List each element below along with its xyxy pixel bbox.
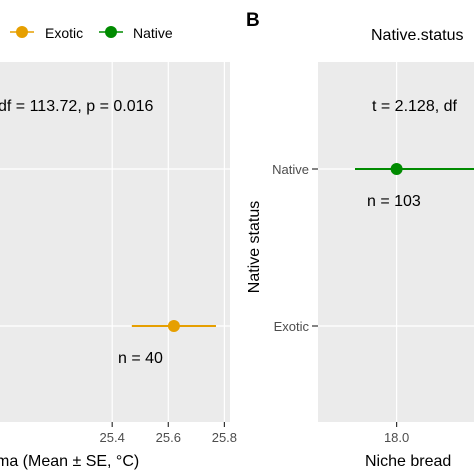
panel-b-x-axis: 18.0	[384, 422, 409, 445]
panel-b-point-native	[390, 163, 403, 175]
panel-b-n-label-native: n = 103	[367, 193, 421, 210]
panel-b-y-tick-native: Native	[272, 162, 309, 177]
panel-b-x-axis-title: Niche bread	[365, 453, 451, 470]
panel-a: df = 113.72, p = 0.016 25.4 25.6 25.8 ma (…	[0, 62, 237, 470]
panel-b-background	[318, 62, 474, 422]
panel-a-marks	[131, 320, 216, 332]
panel-a-n-label-exotic: n = 40	[118, 350, 163, 367]
panel-b-marks	[354, 163, 474, 175]
panel-b-annotation: t = 2.128, df	[372, 98, 458, 115]
legend-exotic-point	[16, 26, 28, 38]
panel-b-y-axis-title: Native status	[246, 201, 263, 293]
panel-a-x-axis: 25.4 25.6 25.8	[100, 422, 237, 445]
legend-native-point	[105, 26, 117, 38]
legend-exotic-label: Exotic	[45, 25, 83, 41]
panel-a-x-tick-label-2: 25.8	[212, 430, 237, 445]
panel-b: t = 2.128, df Native Exotic Native statu…	[246, 62, 474, 470]
panel-a-gridlines	[0, 62, 230, 422]
legend-native-label: Native	[133, 25, 173, 41]
panel-a-point-exotic	[167, 320, 180, 332]
panel-a-x-tick-label-0: 25.4	[100, 430, 125, 445]
panel-b-legend-title: Native.status	[371, 27, 463, 44]
panel-a-x-axis-title: ma (Mean ± SE, °C)	[0, 453, 139, 470]
panel-a-annotation: df = 113.72, p = 0.016	[0, 98, 153, 115]
panel-a-x-tick-label-1: 25.6	[156, 430, 181, 445]
panel-b-label: B	[246, 10, 260, 31]
panel-b-y-tick-exotic: Exotic	[274, 319, 310, 334]
panel-b-x-tick-label-0: 18.0	[384, 430, 409, 445]
legend: Exotic Native	[10, 25, 173, 41]
panel-a-background	[0, 62, 230, 422]
